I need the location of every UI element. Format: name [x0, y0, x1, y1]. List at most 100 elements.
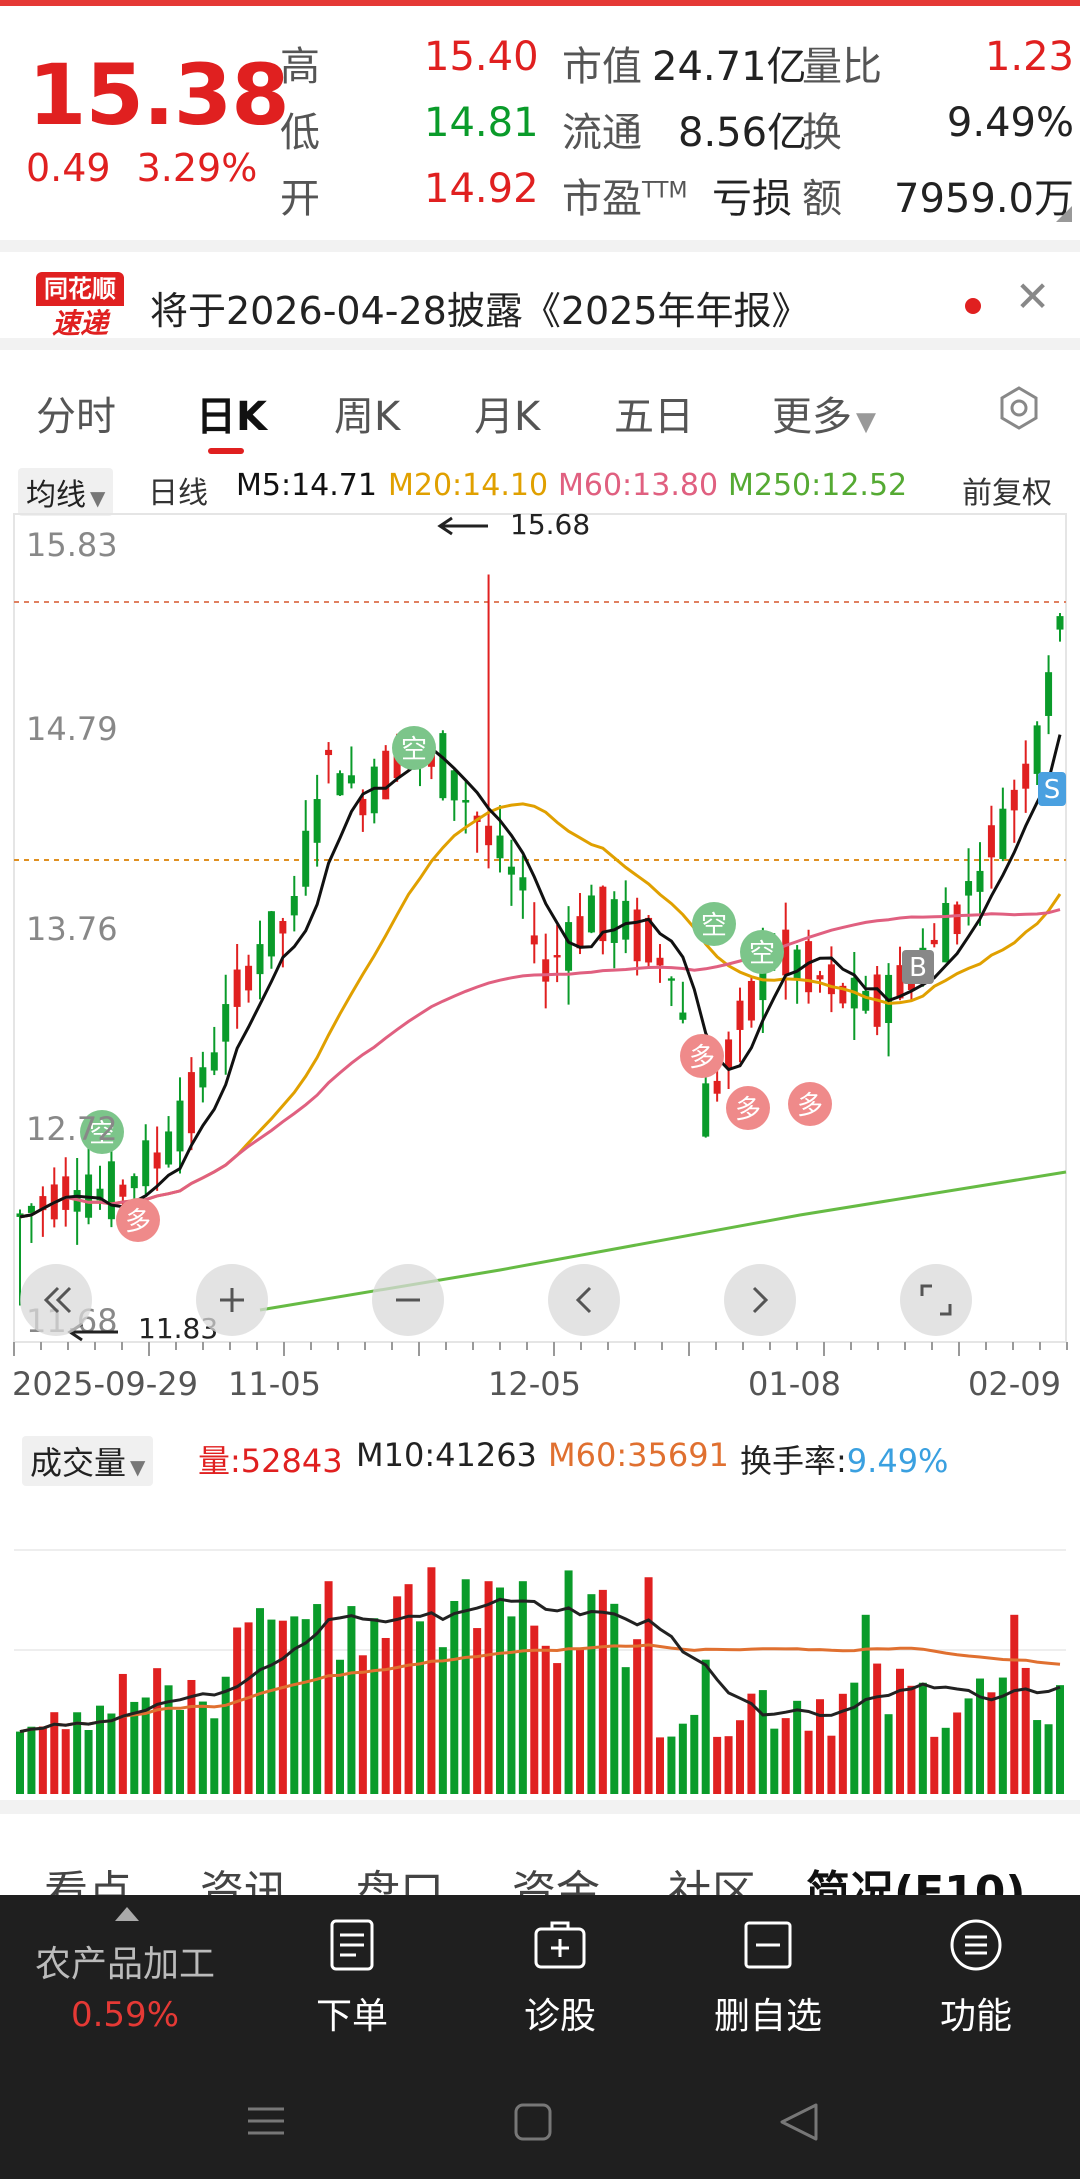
menu-circle-icon [950, 1919, 1002, 1971]
system-nav-bar [0, 2065, 1080, 2179]
tab-more[interactable]: 更多 ▼ [772, 394, 876, 440]
candle-body [302, 830, 310, 887]
volume-bar [804, 1730, 813, 1794]
ma60-line [19, 908, 1061, 1219]
volume-bar [153, 1668, 162, 1794]
settings-hexagon-icon[interactable] [995, 384, 1043, 432]
close-icon[interactable]: ✕ [1015, 272, 1051, 321]
volume-bar [736, 1720, 744, 1794]
long-signal-marker [788, 1082, 832, 1126]
arrow-left-icon [437, 516, 488, 536]
long-signal-marker-label: 多 [125, 1207, 151, 1237]
chart-frame [13, 513, 1067, 1343]
tab-monthly-k[interactable]: 月K [474, 394, 541, 440]
sector-name: 农产品加工 [34, 1944, 215, 1985]
order-button[interactable]: 下单 [282, 1915, 422, 2039]
volume-bar [953, 1712, 962, 1794]
candle-body [805, 941, 813, 993]
candle-body [210, 1052, 218, 1071]
long-signal-marker [726, 1086, 770, 1130]
candle-body [1045, 672, 1053, 716]
candle-body [530, 935, 538, 945]
volume-bar [1056, 1685, 1064, 1794]
top-accent-bar [0, 0, 1080, 6]
volume-bar [518, 1581, 527, 1794]
volume-bar [758, 1690, 767, 1794]
expand-corner-icon[interactable] [1056, 206, 1072, 222]
volume-legend: 成交量 ▼ 量:52843 M10:41263 M60:35691 换手率:9.4… [0, 1432, 1080, 1486]
volume-bar [850, 1682, 859, 1794]
functions-button[interactable]: 功能 [906, 1915, 1046, 2039]
volume-bar [678, 1723, 687, 1794]
y-axis-label: 12.72 [26, 1110, 118, 1148]
volume-bar [210, 1718, 219, 1794]
candle-body [165, 1131, 173, 1165]
tab-weekly-k[interactable]: 周K [334, 394, 401, 440]
period-tabs: 分时 日K 周K 月K 五日 更多 ▼ [0, 370, 1080, 460]
volume-bar [301, 1619, 310, 1794]
diagnose-button[interactable]: 诊股 [490, 1915, 630, 2039]
tab-daily-k[interactable]: 日K [196, 394, 267, 440]
volume-bar [450, 1600, 459, 1794]
high-value: 15.40 [424, 34, 539, 80]
dropdown-arrow-icon: ▼ [856, 407, 876, 437]
notice-banner[interactable]: 同花顺 速递 将于2026-04-28披露《2025年年报》 ✕ [0, 240, 1080, 350]
volume-bar [541, 1645, 550, 1794]
indicator-select[interactable]: 均线 ▼ [18, 468, 114, 516]
candle-body [267, 911, 275, 957]
turnover-label: 换 [802, 110, 842, 156]
volume-bar [964, 1698, 973, 1794]
tab-order-book[interactable]: 盘口 [356, 1867, 444, 1895]
tab-funds[interactable]: 资金 [512, 1867, 600, 1895]
volume-indicator-select[interactable]: 成交量 ▼ [22, 1436, 154, 1486]
sell-marker-label: S [1044, 775, 1061, 805]
sector-info[interactable]: 农产品加工 0.59% [0, 1895, 250, 2065]
candle-body [987, 825, 995, 858]
home-icon[interactable] [514, 2103, 552, 2141]
tab-highlights[interactable]: 看点 [44, 1867, 132, 1895]
sector-change: 0.59% [70, 1995, 179, 2035]
tab-intraday[interactable]: 分时 [36, 394, 116, 440]
remove-watchlist-button[interactable]: 删自选 [698, 1915, 838, 2039]
volume-bar [667, 1736, 676, 1794]
candle-body [96, 1188, 104, 1201]
volume-bar [553, 1663, 562, 1794]
y-axis-label: 14.79 [26, 710, 118, 748]
sell-marker [1038, 772, 1066, 806]
volume-bar [644, 1577, 653, 1794]
short-signal-marker-label: 空 [749, 939, 775, 969]
candle-body [130, 1176, 138, 1189]
tab-five-day[interactable]: 五日 [614, 394, 694, 440]
tab-profile-f10[interactable]: 简况(F10) [806, 1867, 1026, 1895]
volume-bar [50, 1712, 59, 1794]
long-signal-marker-label: 多 [689, 1043, 715, 1073]
volume-bar [107, 1713, 116, 1794]
volume-bar [873, 1663, 882, 1794]
volume-bar [290, 1616, 299, 1794]
candle-body [839, 985, 847, 1004]
candle-body [976, 870, 984, 892]
candle-body [290, 896, 298, 916]
volume-bar [713, 1736, 722, 1794]
y-axis-label: 13.76 [26, 910, 118, 948]
candle-body [107, 1161, 115, 1220]
volume-m10-line [19, 1597, 1061, 1734]
unread-dot-icon [965, 298, 981, 314]
candle-body [965, 881, 973, 896]
long-signal-marker-label: 多 [797, 1091, 823, 1121]
recent-apps-icon[interactable] [248, 2107, 284, 2135]
tab-community[interactable]: 社区 [668, 1867, 756, 1895]
candle-body [450, 770, 458, 801]
candle-body [553, 955, 561, 958]
volume-bar [621, 1667, 630, 1794]
candle-body [736, 1000, 744, 1030]
short-signal-marker [80, 1110, 124, 1154]
tab-news[interactable]: 资讯 [200, 1867, 288, 1895]
volume-bar [370, 1618, 379, 1794]
candle-body [862, 990, 870, 1011]
candle-body [542, 959, 550, 982]
back-icon[interactable] [780, 2103, 818, 2141]
adjust-mode[interactable]: 前复权 [962, 476, 1052, 511]
quote-header: 15.38 0.49 3.29% 高 15.40 市值 24.71亿 量比 1.2… [0, 6, 1080, 236]
